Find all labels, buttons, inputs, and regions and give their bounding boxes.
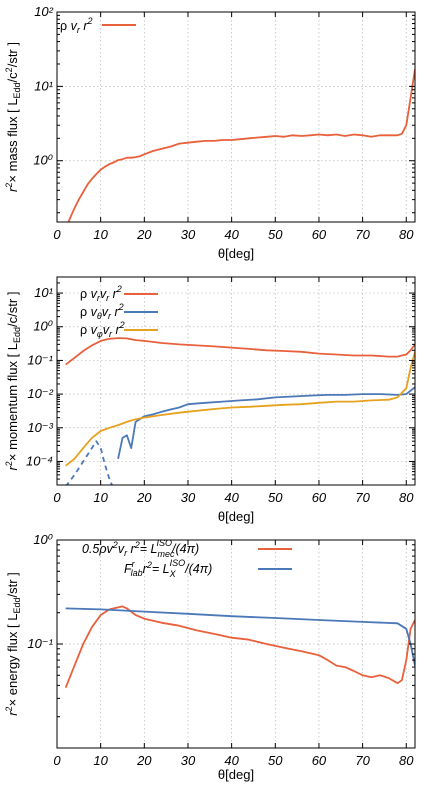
plot-frame: [56, 276, 416, 486]
x-tick-label: 10: [93, 753, 108, 768]
x-tick-label: 40: [224, 227, 239, 242]
y-tick-label: 10⁻³: [27, 420, 53, 435]
y-tick-label: 10⁻¹: [27, 636, 53, 651]
series-line: [67, 69, 415, 222]
y-tick-label: 10¹: [34, 285, 53, 300]
legend-label: ρ vrvr r2: [80, 284, 122, 303]
x-tick-label: 40: [224, 490, 239, 505]
x-tick-label: 50: [268, 227, 283, 242]
x-tick-label: 20: [136, 490, 152, 505]
x-tick-label: 0: [53, 490, 61, 505]
x-axis-label: θ[deg]: [218, 246, 254, 261]
series-line: [65, 607, 415, 666]
series-line: [117, 386, 415, 459]
y-tick-label: 10¹: [34, 78, 53, 93]
panel-momentum-flux: 0 10 20 30 40 50 60 70 8010⁻⁴10⁻³10⁻²10⁻¹10⁰10¹ …: [4, 276, 416, 524]
x-tick-label: 70: [355, 227, 370, 242]
series-line: [65, 337, 415, 366]
x-tick-label: 30: [181, 753, 196, 768]
x-tick-label: 40: [224, 753, 239, 768]
y-tick-label: 10⁰: [33, 153, 53, 168]
legend: ρ vrvr r2 ρ vθvr r2 ρ vφvr r2: [80, 284, 158, 339]
plot-frame: [56, 11, 416, 223]
legend: ρ vr r2: [60, 16, 136, 35]
y-tick-label: 10⁰: [33, 532, 53, 547]
y-axis-label: r2× energy flux [ LEdd/str ]: [4, 572, 22, 716]
x-tick-label: 20: [136, 753, 152, 768]
y-tick-label: 10⁰: [33, 319, 53, 334]
x-tick-label: 30: [181, 227, 196, 242]
legend-label: 0.5ρv2vr r2= LmecISO/(4π): [82, 538, 199, 559]
panel-energy-flux: 0 10 20 30 40 50 60 70 80 10⁻¹ 10⁰ 0.5ρv2vr r2= Lm…: [4, 532, 416, 782]
x-tick-label: 60: [312, 227, 327, 242]
x-tick-label: 10: [93, 227, 108, 242]
x-tick-label: 30: [181, 490, 196, 505]
x-tick-label: 50: [268, 753, 283, 768]
legend-label: ρ vr r2: [60, 16, 93, 35]
x-axis-label: θ[deg]: [218, 509, 254, 524]
series-line: [65, 351, 415, 467]
y-tick-label: 10⁻¹: [27, 352, 53, 367]
x-tick-label: 80: [399, 753, 414, 768]
legend-label: ρ vφvr r2: [80, 320, 125, 339]
y-axis-label: r2× mass flux [ LEdd/c2/str ]: [4, 42, 22, 192]
y-tick-label: 10⁻⁴: [26, 453, 53, 468]
panel-mass-flux: 0 10 20 30 40 50 60 70 80 10⁰ 10¹ 10² ρ vr r2 r2× m…: [4, 4, 416, 261]
x-tick-label: 0: [53, 227, 61, 242]
x-tick-label: 60: [312, 490, 327, 505]
legend-label: ρ vθvr r2: [80, 302, 124, 321]
y-tick-label: 10²: [34, 4, 53, 19]
x-tick-label: 80: [399, 227, 414, 242]
series-line: [64, 605, 415, 689]
x-axis-label: θ[deg]: [218, 767, 254, 782]
x-tick-label: 50: [268, 490, 283, 505]
x-tick-label: 70: [355, 490, 370, 505]
x-tick-label: 20: [136, 227, 152, 242]
x-tick-label: 60: [312, 753, 327, 768]
legend-label: Fr labr2= LXISO/(4π): [124, 558, 212, 579]
x-tick-label: 80: [399, 490, 414, 505]
x-tick-label: 0: [53, 753, 61, 768]
series-line: [65, 440, 113, 485]
legend: 0.5ρv2vr r2= LmecISO/(4π) Fr labr2= LXISO…: [82, 538, 292, 579]
y-axis-label: r2× momentum flux [ LEdd/c/str ]: [4, 292, 22, 471]
y-tick-label: 10⁻²: [27, 386, 53, 401]
x-tick-label: 70: [355, 753, 370, 768]
x-tick-label: 10: [93, 490, 108, 505]
